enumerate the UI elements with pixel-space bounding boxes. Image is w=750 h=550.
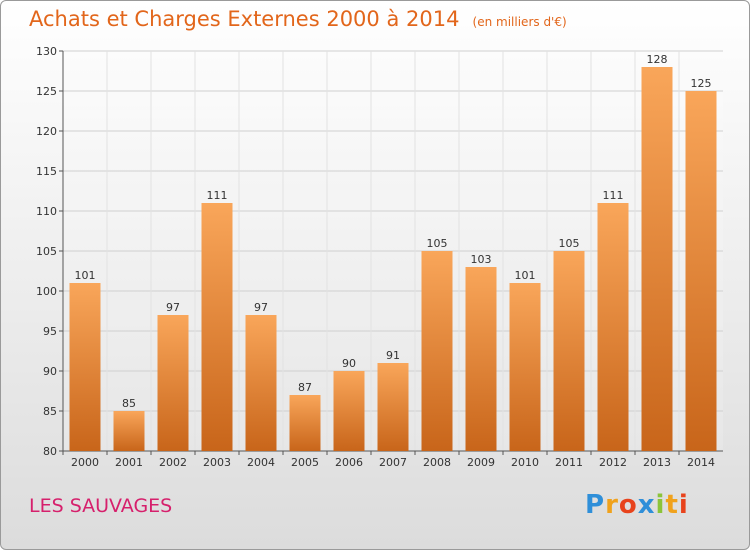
bar: [113, 411, 145, 451]
y-tick-label: 110: [36, 205, 57, 218]
logo-letter: x: [637, 490, 656, 520]
y-tick-label: 95: [43, 325, 57, 338]
bar: [377, 363, 409, 451]
data-label: 111: [207, 189, 228, 202]
data-label: 87: [298, 381, 312, 394]
bar: [157, 315, 189, 451]
data-label: 90: [342, 357, 356, 370]
data-label: 105: [427, 237, 448, 250]
x-tick-label: 2004: [247, 456, 275, 469]
x-tick-label: 2003: [203, 456, 231, 469]
bar: [553, 251, 585, 451]
logo-letter: i: [655, 490, 666, 520]
y-tick-label: 115: [36, 165, 57, 178]
x-tick-label: 2009: [467, 456, 495, 469]
bar: [641, 67, 673, 451]
bar: [421, 251, 453, 451]
y-tick-label: 90: [43, 365, 57, 378]
x-tick-label: 2010: [511, 456, 539, 469]
bar: [333, 371, 365, 451]
bar: [245, 315, 277, 451]
logo-letter: t: [665, 490, 679, 520]
data-label: 103: [471, 253, 492, 266]
logo-letter: P: [585, 490, 606, 520]
data-label: 125: [691, 77, 712, 90]
y-tick-label: 105: [36, 245, 57, 258]
data-label: 111: [603, 189, 624, 202]
axes: 80 85 90 95 100 105 110 115 120 125 130 2000 2001 200…: [36, 45, 723, 469]
x-tick-label: 2013: [643, 456, 671, 469]
bar: [201, 203, 233, 451]
chart-subtitle: (en milliers d'€): [472, 15, 567, 29]
logo-letter: r: [605, 490, 619, 520]
bar: [509, 283, 541, 451]
data-label: 101: [75, 269, 96, 282]
bar: [69, 283, 101, 451]
chart-title: Achats et Charges Externes 2000 à 2014: [29, 7, 460, 31]
data-label: 97: [254, 301, 268, 314]
data-label: 105: [559, 237, 580, 250]
y-tick-label: 80: [43, 445, 57, 458]
x-tick-label: 2006: [335, 456, 363, 469]
x-tick-label: 2000: [71, 456, 99, 469]
bar: [465, 267, 497, 451]
x-tick-label: 2007: [379, 456, 407, 469]
data-label: 97: [166, 301, 180, 314]
x-tick-label: 2001: [115, 456, 143, 469]
bar: [597, 203, 629, 451]
logo-letter: o: [618, 490, 638, 520]
y-tick-label: 120: [36, 125, 57, 138]
x-tick-label: 2002: [159, 456, 187, 469]
logo-letter: i: [678, 490, 689, 520]
y-tick-label: 130: [36, 45, 57, 58]
y-tick-label: 125: [36, 85, 57, 98]
data-label: 85: [122, 397, 136, 410]
proxiti-logo: Proxiti: [585, 490, 689, 520]
y-tick-label: 100: [36, 285, 57, 298]
bars: [69, 67, 717, 451]
x-tick-label: 2014: [687, 456, 715, 469]
bar: [685, 91, 717, 451]
location-name: LES SAUVAGES: [29, 495, 173, 517]
x-tick-label: 2011: [555, 456, 583, 469]
data-label: 91: [386, 349, 400, 362]
y-tick-label: 85: [43, 405, 57, 418]
data-labels: 101 85 97 111 97 87 90 91 105 103 101 105 111 128 125: [75, 53, 712, 410]
data-label: 128: [647, 53, 668, 66]
x-tick-label: 2012: [599, 456, 627, 469]
data-label: 101: [515, 269, 536, 282]
chart-title-block: Achats et Charges Externes 2000 à 2014 (…: [29, 7, 567, 31]
x-tick-label: 2008: [423, 456, 451, 469]
bar: [289, 395, 321, 451]
x-tick-label: 2005: [291, 456, 319, 469]
